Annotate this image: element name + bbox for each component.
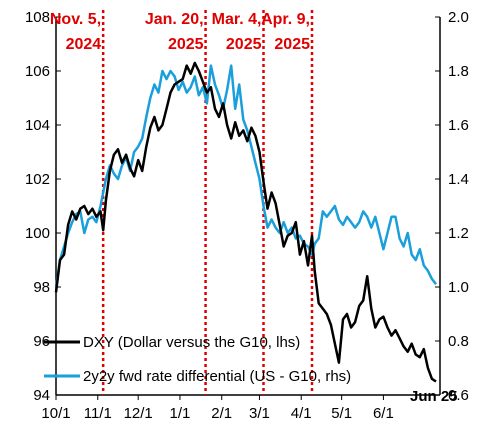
right-axis-ticks: 0.6 0.8 1.0 1.2 1.4 1.6 1.8 2.0 — [435, 9, 469, 404]
right-tick-label: 1.6 — [448, 117, 469, 134]
right-tick-label: 2.0 — [448, 9, 469, 26]
left-tick-label: 98 — [33, 279, 50, 296]
right-tick-label: 1.8 — [448, 63, 469, 80]
left-axis-ticks: 94 96 98 100 102 104 106 108 — [25, 9, 61, 404]
legend: DXY (Dollar versus the G10, lhs) 2y2y fwd… — [44, 334, 351, 385]
right-tick-label: 1.2 — [448, 225, 469, 242]
event-label-line2: 2024 — [66, 36, 102, 53]
event-label-line2: 2025 — [168, 36, 204, 53]
corner-date-label: Jun 25 — [410, 388, 458, 405]
rate-differential-series-line — [54, 64, 437, 288]
event-label-line1: Mar. 4, — [212, 11, 262, 28]
left-tick-label: 102 — [25, 171, 50, 188]
series-layer — [54, 61, 437, 383]
left-tick-label: 104 — [25, 117, 50, 134]
left-tick-label: 106 — [25, 63, 50, 80]
x-axis-ticks: 10/1 11/1 12/1 1/1 2/1 3/1 4/1 5/1 6/1 — [41, 395, 394, 422]
event-label-line1: Nov. 5, — [50, 11, 101, 28]
right-tick-label: 1.4 — [448, 171, 469, 188]
event-label-line1: Apr. 9, — [261, 11, 310, 28]
event-labels: Nov. 5, 2024 Jan. 20, 2025 Mar. 4, 2025 Apr. 9… — [50, 11, 310, 53]
left-tick-label: 96 — [33, 333, 50, 350]
x-tick-label: 10/1 — [41, 405, 70, 422]
x-tick-label: 3/1 — [249, 405, 270, 422]
event-label-line2: 2025 — [274, 36, 310, 53]
right-tick-label: 0.8 — [448, 333, 469, 350]
legend-label: 2y2y fwd rate differential (US - G10, rh… — [83, 368, 351, 385]
x-tick-label: 5/1 — [331, 405, 352, 422]
x-tick-label: 6/1 — [373, 405, 394, 422]
event-label-line1: Jan. 20, — [145, 11, 204, 28]
right-tick-label: 1.0 — [448, 279, 469, 296]
axes — [55, 17, 441, 396]
dxy-series-line — [54, 61, 437, 383]
left-tick-label: 100 — [25, 225, 50, 242]
left-tick-label: 108 — [25, 9, 50, 26]
x-tick-label: 12/1 — [124, 405, 153, 422]
left-tick-label: 94 — [33, 387, 50, 404]
x-tick-label: 11/1 — [84, 405, 112, 422]
x-tick-label: 1/1 — [170, 405, 191, 422]
legend-label: DXY (Dollar versus the G10, lhs) — [83, 334, 300, 351]
x-tick-label: 4/1 — [291, 405, 312, 422]
event-label-line2: 2025 — [226, 36, 262, 53]
x-tick-label: 2/1 — [211, 405, 232, 422]
right-tick-label: 0.6 — [448, 387, 469, 404]
